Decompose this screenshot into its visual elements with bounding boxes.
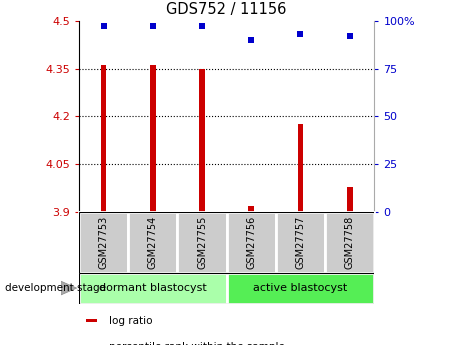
Text: active blastocyst: active blastocyst [253, 283, 348, 293]
Point [100, 24, 107, 29]
Bar [347, 187, 353, 212]
Point [248, 37, 255, 43]
Text: percentile rank within the sample: percentile rank within the sample [110, 342, 285, 345]
Bar [249, 206, 254, 212]
Bar [276, 212, 325, 273]
Title: GDS752 / 11156: GDS752 / 11156 [166, 2, 287, 17]
Bar [79, 273, 226, 304]
Text: log ratio: log ratio [110, 316, 153, 325]
Bar [199, 69, 205, 212]
Bar [128, 212, 177, 273]
Bar [226, 273, 374, 304]
Bar [86, 319, 97, 322]
Bar [298, 125, 304, 212]
Text: GSM27755: GSM27755 [197, 216, 207, 269]
Polygon shape [61, 281, 77, 295]
Text: development stage: development stage [5, 283, 106, 293]
Bar [177, 212, 226, 273]
Point [198, 24, 206, 29]
Bar [79, 212, 128, 273]
Text: GSM27754: GSM27754 [148, 216, 158, 269]
Bar [226, 212, 276, 273]
Text: dormant blastocyst: dormant blastocyst [99, 283, 207, 293]
Point [297, 31, 304, 37]
Text: GSM27758: GSM27758 [345, 216, 355, 269]
Point [346, 33, 353, 39]
Text: GSM27756: GSM27756 [246, 216, 256, 269]
Text: GSM27753: GSM27753 [98, 216, 109, 269]
Text: GSM27757: GSM27757 [295, 216, 305, 269]
Point [149, 24, 156, 29]
Bar [325, 212, 374, 273]
Bar [150, 65, 156, 212]
Bar [101, 65, 106, 212]
